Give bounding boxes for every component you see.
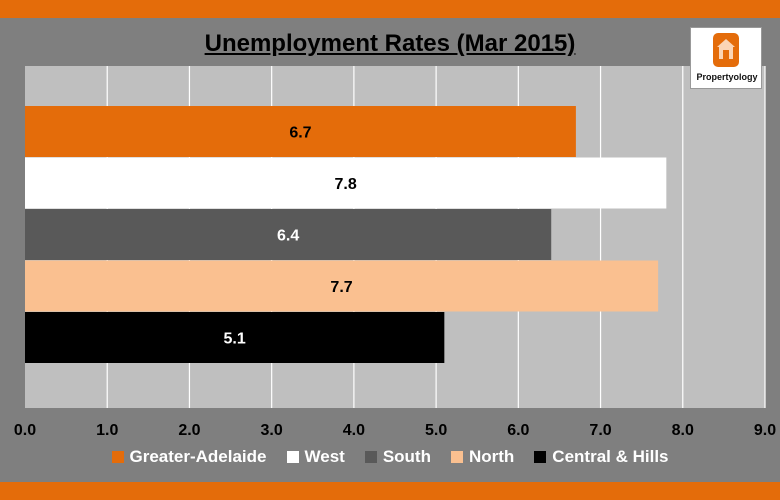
bar-value-label: 5.1 bbox=[224, 331, 246, 348]
chart-title: Unemployment Rates (Mar 2015) bbox=[204, 30, 576, 57]
bar bbox=[25, 106, 576, 157]
bottom-accent-band bbox=[0, 482, 780, 500]
bar bbox=[25, 312, 445, 363]
house-icon bbox=[713, 33, 739, 67]
bar bbox=[25, 260, 659, 312]
legend: Greater-Adelaide West South North Central & … bbox=[0, 446, 780, 470]
legend-label: Greater-Adelaide bbox=[129, 446, 267, 466]
logo-text: Propertyology bbox=[696, 72, 758, 82]
legend-label: South bbox=[382, 446, 431, 466]
x-tick-label: 5.0 bbox=[425, 422, 447, 439]
x-tick-label: 7.0 bbox=[589, 422, 611, 439]
x-tick-label: 1.0 bbox=[96, 422, 118, 439]
bar-value-label: 6.7 bbox=[289, 125, 311, 142]
bar-value-labels: 6.7 7.8 6.4 7.7 5.1 bbox=[224, 125, 357, 348]
legend-label: North bbox=[468, 446, 515, 466]
legend-swatch bbox=[286, 450, 299, 463]
legend-label: Central & Hills bbox=[552, 446, 669, 466]
legend-swatch bbox=[364, 450, 377, 463]
bar-value-label: 7.7 bbox=[330, 279, 352, 296]
bar-value-label: 7.8 bbox=[335, 176, 357, 193]
x-tick-label: 3.0 bbox=[261, 422, 283, 439]
legend-item: South bbox=[364, 446, 431, 467]
legend-label: West bbox=[304, 446, 345, 466]
bar-value-label: 6.4 bbox=[277, 228, 299, 245]
bars bbox=[25, 106, 667, 363]
legend-item: West bbox=[286, 446, 345, 467]
x-tick-label: 0.0 bbox=[14, 422, 36, 439]
x-tick-label: 6.0 bbox=[507, 422, 529, 439]
bar bbox=[25, 157, 667, 209]
propertyology-logo: Propertyology bbox=[690, 27, 762, 89]
top-accent-band bbox=[0, 0, 780, 18]
bar bbox=[25, 209, 552, 260]
legend-swatch bbox=[450, 450, 463, 463]
x-tick-label: 4.0 bbox=[343, 422, 365, 439]
x-tick-labels: 0.0 1.0 2.0 3.0 4.0 5.0 6.0 7.0 8.0 9.0 bbox=[14, 422, 776, 439]
x-tick-label: 9.0 bbox=[754, 422, 776, 439]
legend-swatch bbox=[534, 450, 547, 463]
legend-item: Greater-Adelaide bbox=[111, 446, 267, 467]
legend-swatch bbox=[111, 450, 124, 463]
legend-item: Central & Hills bbox=[534, 446, 669, 467]
x-tick-label: 8.0 bbox=[672, 422, 694, 439]
x-tick-label: 2.0 bbox=[178, 422, 200, 439]
legend-item: North bbox=[450, 446, 515, 467]
